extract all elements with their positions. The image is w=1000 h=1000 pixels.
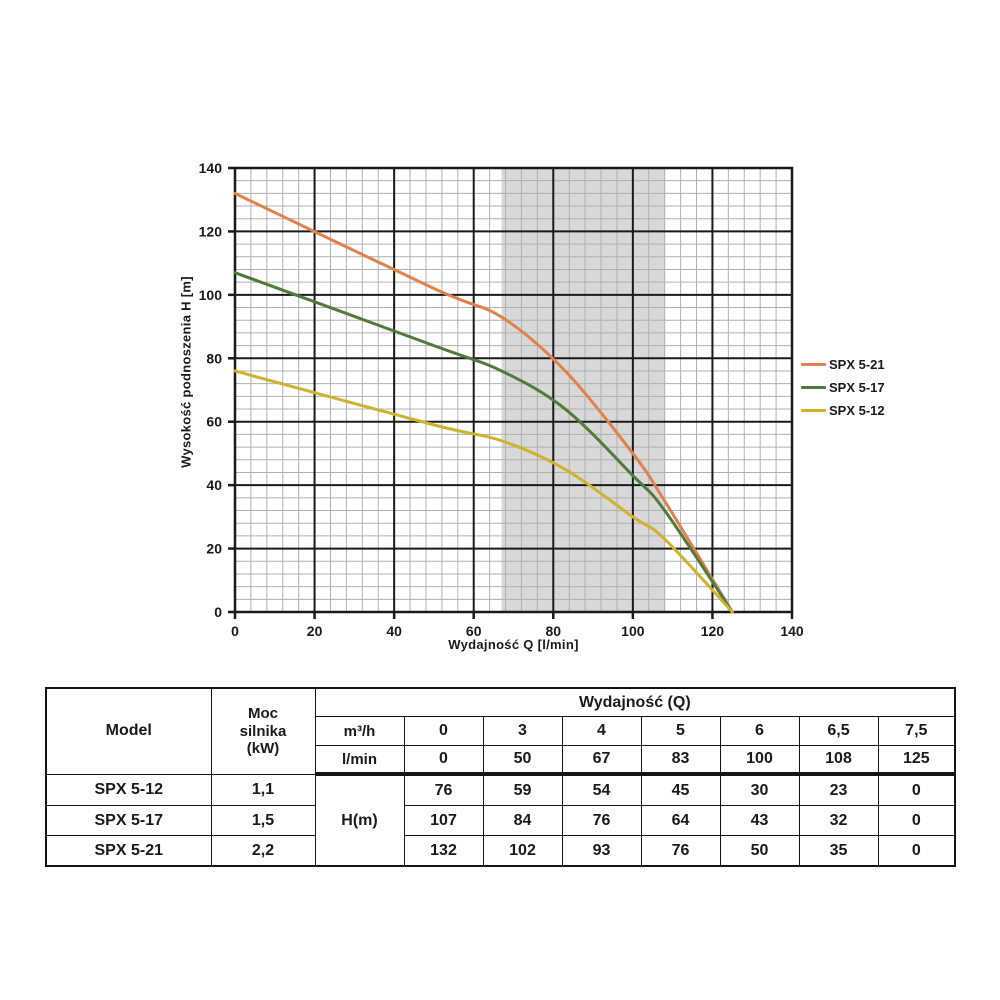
power-column-header: Moc silnika (kW) — [210, 687, 316, 775]
legend-label: SPX 5-21 — [829, 357, 885, 372]
head-value: 107 — [403, 805, 484, 836]
q-m3h-value: 4 — [561, 716, 642, 746]
motor-power: 1,5 — [210, 805, 316, 836]
y-tick-label: 100 — [199, 287, 223, 303]
model-column-header: Model — [45, 687, 212, 775]
head-value: 102 — [482, 835, 563, 867]
pump-data-table: Model Moc silnika (kW) Wydajność (Q) m³/… — [45, 687, 957, 867]
x-tick-label: 80 — [545, 623, 561, 639]
pump-curve — [233, 191, 734, 614]
head-value: 76 — [561, 805, 642, 836]
q-lmin-value: 67 — [561, 745, 642, 776]
head-value: 54 — [561, 773, 642, 806]
legend-item: SPX 5-12 — [801, 399, 885, 422]
y-tick-label: 120 — [199, 223, 223, 239]
head-value: 132 — [403, 835, 484, 867]
x-tick-label: 120 — [701, 623, 725, 639]
q-lmin-value: 83 — [640, 745, 721, 776]
q-group-header: Wydajność (Q) — [314, 687, 956, 717]
model-name: SPX 5-17 — [45, 805, 212, 836]
unit-m3h: m³/h — [314, 716, 405, 746]
head-value: 84 — [482, 805, 563, 836]
y-axis-title: Wysokość podnoszenia H [m] — [178, 276, 194, 468]
legend-item: SPX 5-17 — [801, 376, 885, 399]
y-tick-label: 40 — [206, 477, 222, 493]
head-value: 45 — [640, 773, 721, 806]
q-lmin-value: 100 — [719, 745, 800, 776]
head-value: 0 — [877, 773, 956, 806]
x-tick-label: 140 — [780, 623, 804, 639]
y-tick-label: 20 — [206, 541, 222, 557]
head-value: 35 — [798, 835, 879, 867]
x-tick-label: 0 — [231, 623, 239, 639]
table-row: SPX 5-21 2,2 132 102 93 76 50 35 0 — [45, 835, 956, 867]
head-value: 0 — [877, 835, 956, 867]
head-value: 32 — [798, 805, 879, 836]
head-value: 93 — [561, 835, 642, 867]
unit-lmin: l/min — [314, 745, 405, 776]
legend-swatch — [801, 386, 826, 389]
x-axis-title: Wydajność Q [l/min] — [448, 637, 579, 652]
head-value: 23 — [798, 773, 879, 806]
q-m3h-value: 0 — [403, 716, 484, 746]
x-tick-label: 40 — [386, 623, 402, 639]
head-value: 76 — [403, 773, 484, 806]
chart-legend: SPX 5-21 SPX 5-17 SPX 5-12 — [801, 353, 885, 422]
q-lmin-value: 50 — [482, 745, 563, 776]
y-tick-label: 140 — [199, 160, 223, 176]
model-name: SPX 5-21 — [45, 835, 212, 867]
y-tick-label: 80 — [206, 350, 222, 366]
q-m3h-value: 6 — [719, 716, 800, 746]
q-m3h-value: 6,5 — [798, 716, 879, 746]
x-tick-label: 20 — [307, 623, 323, 639]
motor-power: 2,2 — [210, 835, 316, 867]
q-m3h-value: 7,5 — [877, 716, 956, 746]
head-value: 43 — [719, 805, 800, 836]
q-m3h-value: 3 — [482, 716, 563, 746]
head-value: 76 — [640, 835, 721, 867]
q-lmin-value: 125 — [877, 745, 956, 776]
q-m3h-value: 5 — [640, 716, 721, 746]
head-value: 64 — [640, 805, 721, 836]
table-row: SPX 5-17 1,5 107 84 76 64 43 32 0 — [45, 805, 956, 836]
model-name: SPX 5-12 — [45, 773, 212, 806]
motor-power: 1,1 — [210, 773, 316, 806]
pump-curves-chart: 0 20 40 60 80 100 120 140 0 20 40 60 80 100 120 140 — [199, 160, 804, 639]
x-tick-label: 100 — [621, 623, 645, 639]
legend-swatch — [801, 409, 826, 412]
pump-curve — [233, 369, 734, 614]
q-lmin-value: 108 — [798, 745, 879, 776]
legend-item: SPX 5-21 — [801, 353, 885, 376]
y-tick-label: 60 — [206, 414, 222, 430]
head-value: 0 — [877, 805, 956, 836]
plot-border — [233, 166, 794, 614]
head-label: H(m) — [314, 773, 405, 867]
table-row: SPX 5-12 1,1 H(m) 76 59 54 45 30 23 0 — [45, 773, 956, 867]
y-tick-label: 0 — [214, 604, 222, 620]
legend-label: SPX 5-17 — [829, 380, 885, 395]
legend-label: SPX 5-12 — [829, 403, 885, 418]
head-value: 59 — [482, 773, 563, 806]
head-value: 30 — [719, 773, 800, 806]
q-lmin-value: 0 — [403, 745, 484, 776]
pump-curve — [233, 271, 734, 614]
head-value: 50 — [719, 835, 800, 867]
legend-swatch — [801, 363, 826, 366]
x-tick-label: 60 — [466, 623, 482, 639]
